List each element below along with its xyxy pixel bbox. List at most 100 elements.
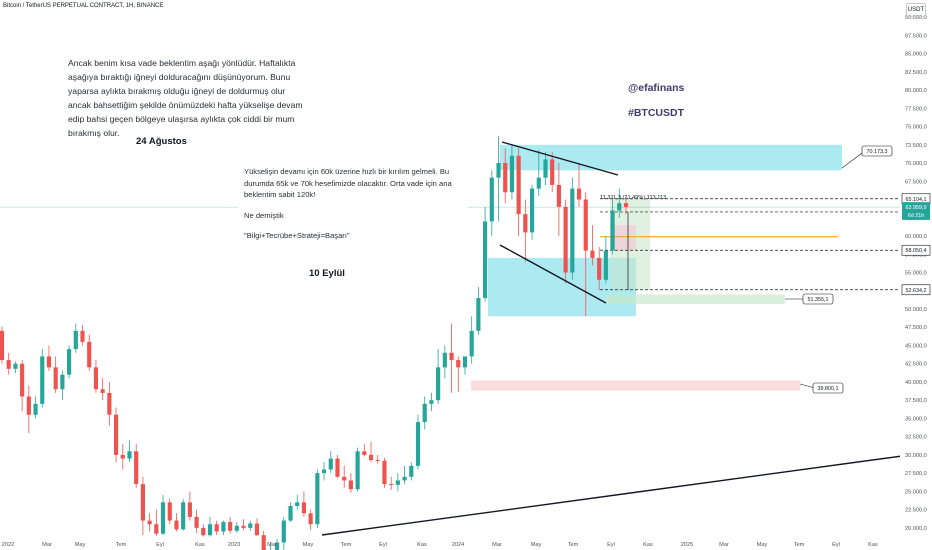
candle-body xyxy=(570,188,575,273)
candle-body xyxy=(248,523,253,528)
author-handle: @efafinans xyxy=(628,82,685,94)
candle-body xyxy=(335,458,340,477)
price-axis-tag xyxy=(902,202,930,213)
date-label-2: 10 Eylül xyxy=(309,268,345,279)
price-tick-label: 77.500,0 xyxy=(905,106,927,112)
price-tick-label: 50.000,0 xyxy=(905,307,927,313)
candle-body xyxy=(120,454,125,459)
candle-body xyxy=(160,502,166,534)
callout-high: 70.173,3 xyxy=(867,149,888,155)
drawings-layer: 11.311,3 (21,49%) 113.113 70.173,3 51.355,… xyxy=(321,141,903,536)
time-tick-label: Eyl xyxy=(379,542,387,548)
candle-body xyxy=(181,502,186,530)
price-labels: 65.104,1 63.959,9 6d 21h 58.050,4 52.634,2 xyxy=(901,193,931,296)
candle-body xyxy=(301,502,307,514)
price-axis-bg xyxy=(900,0,932,550)
candle-body xyxy=(483,221,488,299)
candle-body xyxy=(496,163,501,178)
candle-body xyxy=(382,460,387,485)
time-tick-label: Eyl xyxy=(607,542,615,548)
candle-body xyxy=(523,214,528,233)
time-tick-label: Mar xyxy=(267,542,277,548)
time-tick-label: Kas xyxy=(417,542,427,548)
long-term-trendline xyxy=(321,455,903,536)
candle-body xyxy=(107,392,112,415)
callout-low-pointer xyxy=(799,383,816,389)
candle-body xyxy=(536,177,541,189)
candle-body xyxy=(375,460,380,462)
price-tick-label: 87.500,0 xyxy=(905,33,927,39)
candle-body xyxy=(315,473,320,525)
time-tick-label: Tem xyxy=(341,542,352,548)
note-text-2: Yükselişin devamı için 60k üzerine hızlı… xyxy=(244,167,452,199)
candle-body xyxy=(429,400,434,404)
candle-body xyxy=(207,524,213,536)
time-tick-label: May xyxy=(757,542,768,548)
price-tick-label: 32.500,0 xyxy=(905,435,927,441)
price-tick-label: 42.500,0 xyxy=(905,362,927,368)
price-tick-label: 85.000,0 xyxy=(905,52,927,58)
candle-body xyxy=(73,330,78,350)
symbol-hashtag: #BTCUSDT xyxy=(628,107,685,119)
candle-body xyxy=(610,210,615,251)
price-tick-label: 35.000,0 xyxy=(905,416,927,422)
candle-body xyxy=(556,184,561,207)
candle-body xyxy=(201,527,206,536)
candle-body xyxy=(241,525,246,528)
price-axis: 90.000,0 87.500,0 85.000,0 82.500,0 80.000,0… xyxy=(900,0,932,550)
candle-body xyxy=(87,341,92,368)
candle-body xyxy=(469,330,474,357)
candle-body xyxy=(13,363,18,369)
time-tick-label: Eyl xyxy=(156,542,164,548)
price-tick-label: 60.000,0 xyxy=(905,234,927,240)
chart-title: Bitcoin / TetherUS PERPETUAL CONTRACT, 1… xyxy=(3,3,164,9)
price-tick-label: 22.500,0 xyxy=(905,508,927,514)
candle-body xyxy=(456,360,461,368)
wedge-lower-line xyxy=(499,244,607,304)
price-tick-label: 80.000,0 xyxy=(905,88,927,94)
candle-body xyxy=(395,480,400,485)
candle-body xyxy=(134,451,139,485)
zone-39k xyxy=(471,380,800,391)
callout-low-box xyxy=(812,382,844,394)
callout-mid: 51.355,1 xyxy=(808,297,829,303)
candle-body xyxy=(20,363,25,397)
candle-body xyxy=(288,505,293,521)
time-tick-label: Mar xyxy=(719,542,729,548)
zones-layer xyxy=(471,144,842,391)
candle-body xyxy=(516,155,521,215)
candle-body xyxy=(167,502,172,521)
callout-high-box xyxy=(861,145,893,157)
candles-layer xyxy=(0,136,629,550)
time-tick-label: Tem xyxy=(568,542,579,548)
candle-body xyxy=(623,203,629,208)
price-tick-label: 37.500,0 xyxy=(905,398,927,404)
candle-body xyxy=(80,330,85,342)
candle-body xyxy=(154,524,159,534)
date-label-1: 24 Ağustos xyxy=(136,136,187,147)
candle-body xyxy=(321,469,327,474)
price-axis-tag-label: 58.050,4 xyxy=(906,248,927,254)
price-tick-label: 27.500,0 xyxy=(905,471,927,477)
time-tick-label: Tem xyxy=(794,542,805,548)
candle-body xyxy=(228,522,233,531)
time-tick-label: Mar xyxy=(492,542,502,548)
candle-body xyxy=(6,360,11,369)
price-axis-tag-label: 52.634,2 xyxy=(906,288,927,294)
candle-body xyxy=(308,513,313,525)
time-axis: 2022 Mar May Tem Eyl Kas 2023 Mar May Tem Eyl Kas 20… xyxy=(2,542,878,548)
time-tick-label: 2022 xyxy=(2,542,14,548)
note-box-1: Ancak benim kısa vade beklentim aşağı yö… xyxy=(62,52,316,138)
price-tick-label: 55.000,0 xyxy=(905,271,927,277)
currency-button[interactable]: USDT xyxy=(906,3,926,17)
candle-body xyxy=(60,374,65,390)
measure-label: 11.311,3 (21,49%) 113.113 xyxy=(600,195,666,201)
candle-body xyxy=(328,458,333,470)
time-tick-label: 2023 xyxy=(228,542,240,548)
price-tick-label: 70.000,0 xyxy=(905,161,927,167)
candle-body xyxy=(576,188,582,200)
candle-body xyxy=(442,352,447,368)
candle-body xyxy=(342,476,347,481)
candle-body xyxy=(529,188,535,233)
